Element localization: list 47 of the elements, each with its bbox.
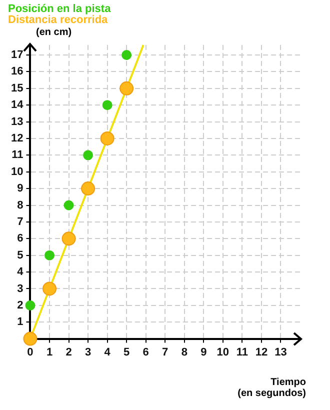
- x-tick-label: 1: [46, 346, 53, 358]
- point: [62, 232, 76, 246]
- x-tick-label: 5: [124, 346, 130, 358]
- y-tick-label: 7: [17, 216, 24, 228]
- y-tick-label: 16: [10, 66, 24, 78]
- y-axis-title: (en cm): [36, 27, 72, 38]
- y-tick-label: 10: [10, 166, 24, 178]
- point: [25, 300, 36, 310]
- y-tick-label: 15: [10, 82, 24, 94]
- point: [83, 150, 94, 160]
- x-axis-title: Tiempo (en segundos): [238, 377, 306, 399]
- y-tick-label: 8: [17, 199, 24, 212]
- x-tick-label: 3: [84, 346, 92, 358]
- y-tick-label: 9: [17, 182, 24, 195]
- x-tick-label: 11: [236, 346, 248, 358]
- y-tick-label: 1: [17, 316, 24, 328]
- x-tick-label: 0: [27, 346, 34, 358]
- x-tick-label: 7: [162, 346, 168, 358]
- point: [81, 182, 96, 196]
- point: [102, 100, 112, 110]
- point: [120, 81, 134, 96]
- y-tick-label: 13: [10, 116, 24, 128]
- x-tick-label: 9: [200, 346, 207, 358]
- point: [23, 332, 38, 346]
- y-tick-label: 6: [17, 232, 24, 245]
- y-tick-label: 5: [17, 249, 24, 262]
- x-tick-label: 2: [66, 346, 72, 358]
- y-tick-label: 3: [17, 282, 24, 295]
- y-tick-label: 2: [17, 299, 24, 312]
- x-tick-label: 4: [104, 346, 112, 358]
- y-tick-label: 14: [10, 99, 24, 112]
- point: [42, 282, 57, 296]
- text: Posición en la pista: [8, 3, 111, 15]
- point: [64, 200, 74, 210]
- y-tick-label: 17: [10, 49, 24, 62]
- text: Distancia recorrida: [8, 14, 108, 26]
- y-tick-label: 4: [17, 266, 24, 278]
- x-tick-label: 8: [181, 346, 188, 358]
- y-tick-label: 11: [12, 149, 24, 162]
- x-tick-label: 12: [255, 346, 268, 358]
- point: [122, 50, 132, 60]
- y-tick-label: 12: [10, 132, 24, 145]
- x-tick-label: 13: [274, 346, 287, 358]
- point: [44, 250, 55, 260]
- point: [100, 131, 114, 146]
- x-tick-label: 6: [142, 346, 149, 358]
- x-tick-label: 10: [216, 346, 230, 358]
